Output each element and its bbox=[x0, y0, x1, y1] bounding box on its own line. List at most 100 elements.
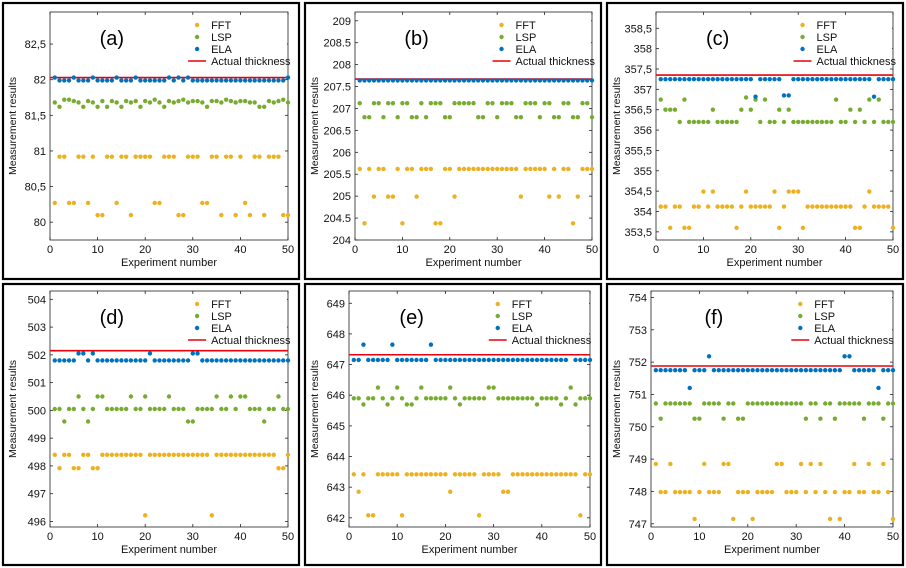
lsp-point bbox=[544, 396, 549, 401]
ela-point bbox=[400, 78, 405, 83]
ela-point bbox=[95, 78, 100, 83]
ela-point bbox=[414, 78, 419, 83]
lsp-point bbox=[195, 406, 200, 412]
fft-point bbox=[528, 166, 533, 172]
lsp-point bbox=[114, 406, 119, 412]
ela-point bbox=[786, 93, 791, 98]
legend-entry: Actual thickness bbox=[814, 335, 894, 347]
fft-point bbox=[529, 472, 535, 477]
fft-point bbox=[52, 452, 57, 458]
lsp-point bbox=[357, 101, 362, 106]
lsp-point bbox=[162, 104, 167, 109]
ela-point bbox=[390, 342, 395, 347]
lsp-point bbox=[128, 100, 134, 105]
fft-point bbox=[57, 465, 62, 471]
fft-point bbox=[433, 472, 438, 477]
ela-point bbox=[777, 76, 782, 82]
legend-swatch-lsp bbox=[798, 313, 803, 319]
fft-point bbox=[739, 204, 744, 209]
lsp-point bbox=[157, 406, 162, 412]
ela-point bbox=[672, 76, 678, 82]
ela-point bbox=[376, 78, 381, 83]
ela-point bbox=[457, 78, 462, 83]
ela-point bbox=[762, 76, 768, 82]
y-tick-label: 642 bbox=[327, 513, 345, 525]
ela-point bbox=[881, 76, 886, 82]
y-tick-label: 504 bbox=[28, 294, 46, 306]
lsp-point bbox=[62, 419, 67, 424]
legend-entry: ELA bbox=[516, 44, 537, 56]
fft-point bbox=[476, 513, 482, 518]
y-tick-label: 354,5 bbox=[624, 186, 652, 198]
x-axis-label: Experiment number bbox=[724, 544, 820, 556]
ela-point bbox=[443, 357, 448, 363]
ela-point bbox=[542, 78, 547, 83]
fft-point bbox=[443, 472, 448, 477]
ela-point bbox=[109, 358, 115, 363]
x-tick-label: 10 bbox=[91, 244, 103, 256]
legend-swatch-lsp bbox=[499, 34, 504, 40]
ela-point bbox=[143, 78, 148, 83]
fft-point bbox=[750, 516, 755, 522]
fft-point bbox=[731, 516, 736, 522]
ela-point bbox=[772, 76, 777, 82]
ela-point bbox=[52, 75, 57, 80]
ela-point bbox=[190, 78, 195, 83]
fft-point bbox=[886, 204, 891, 209]
lsp-point bbox=[200, 406, 205, 412]
lsp-point bbox=[376, 101, 381, 106]
lsp-point bbox=[176, 406, 181, 412]
lsp-point bbox=[496, 396, 501, 401]
lsp-point bbox=[85, 419, 91, 424]
fft-point bbox=[452, 472, 458, 477]
lsp-point bbox=[76, 100, 81, 105]
ela-point bbox=[692, 368, 697, 373]
lsp-point bbox=[561, 101, 566, 106]
y-tick-label: 204 bbox=[333, 235, 351, 247]
fft-point bbox=[856, 489, 862, 495]
y-tick-label: 208 bbox=[333, 60, 351, 72]
fft-point bbox=[471, 166, 476, 172]
fft-point bbox=[764, 489, 770, 495]
fft-point bbox=[682, 225, 687, 230]
y-axis-label: Measurement results bbox=[611, 77, 623, 175]
ela-point bbox=[731, 368, 736, 373]
legend-entry: Actual thickness bbox=[211, 335, 291, 347]
ela-point bbox=[682, 368, 688, 373]
lsp-point bbox=[786, 107, 791, 112]
series-fft bbox=[52, 452, 291, 518]
fft-point bbox=[204, 452, 210, 458]
lsp-point bbox=[504, 101, 509, 106]
fft-point bbox=[769, 489, 775, 495]
y-tick-label: 209 bbox=[333, 16, 351, 28]
lsp-point bbox=[276, 394, 281, 399]
lsp-point bbox=[452, 396, 458, 401]
ela-point bbox=[370, 357, 376, 363]
ela-point bbox=[266, 78, 272, 83]
fft-point bbox=[881, 204, 886, 209]
fft-point bbox=[791, 189, 796, 194]
lsp-point bbox=[554, 396, 559, 401]
panel-label-bg bbox=[396, 25, 437, 52]
fft-point bbox=[758, 204, 763, 209]
lsp-point bbox=[734, 119, 739, 125]
x-tick-label: 50 bbox=[584, 531, 596, 543]
ela-point bbox=[147, 351, 153, 356]
ela-point bbox=[257, 78, 262, 83]
lsp-point bbox=[62, 97, 67, 102]
y-tick-label: 208.5 bbox=[323, 38, 351, 50]
fft-point bbox=[242, 200, 248, 206]
lsp-point bbox=[663, 107, 668, 112]
fft-point bbox=[721, 461, 726, 467]
legend-box bbox=[486, 16, 591, 68]
legend-entry: Actual thickness bbox=[512, 335, 592, 347]
panel-frame bbox=[303, 282, 603, 567]
lsp-point bbox=[423, 396, 429, 401]
lsp-point bbox=[371, 101, 377, 106]
ela-point bbox=[837, 368, 842, 373]
y-tick-label: 648 bbox=[327, 329, 345, 341]
fft-point bbox=[166, 452, 172, 458]
fft-point bbox=[395, 166, 400, 172]
lsp-point bbox=[471, 101, 476, 106]
lsp-point bbox=[587, 396, 593, 401]
